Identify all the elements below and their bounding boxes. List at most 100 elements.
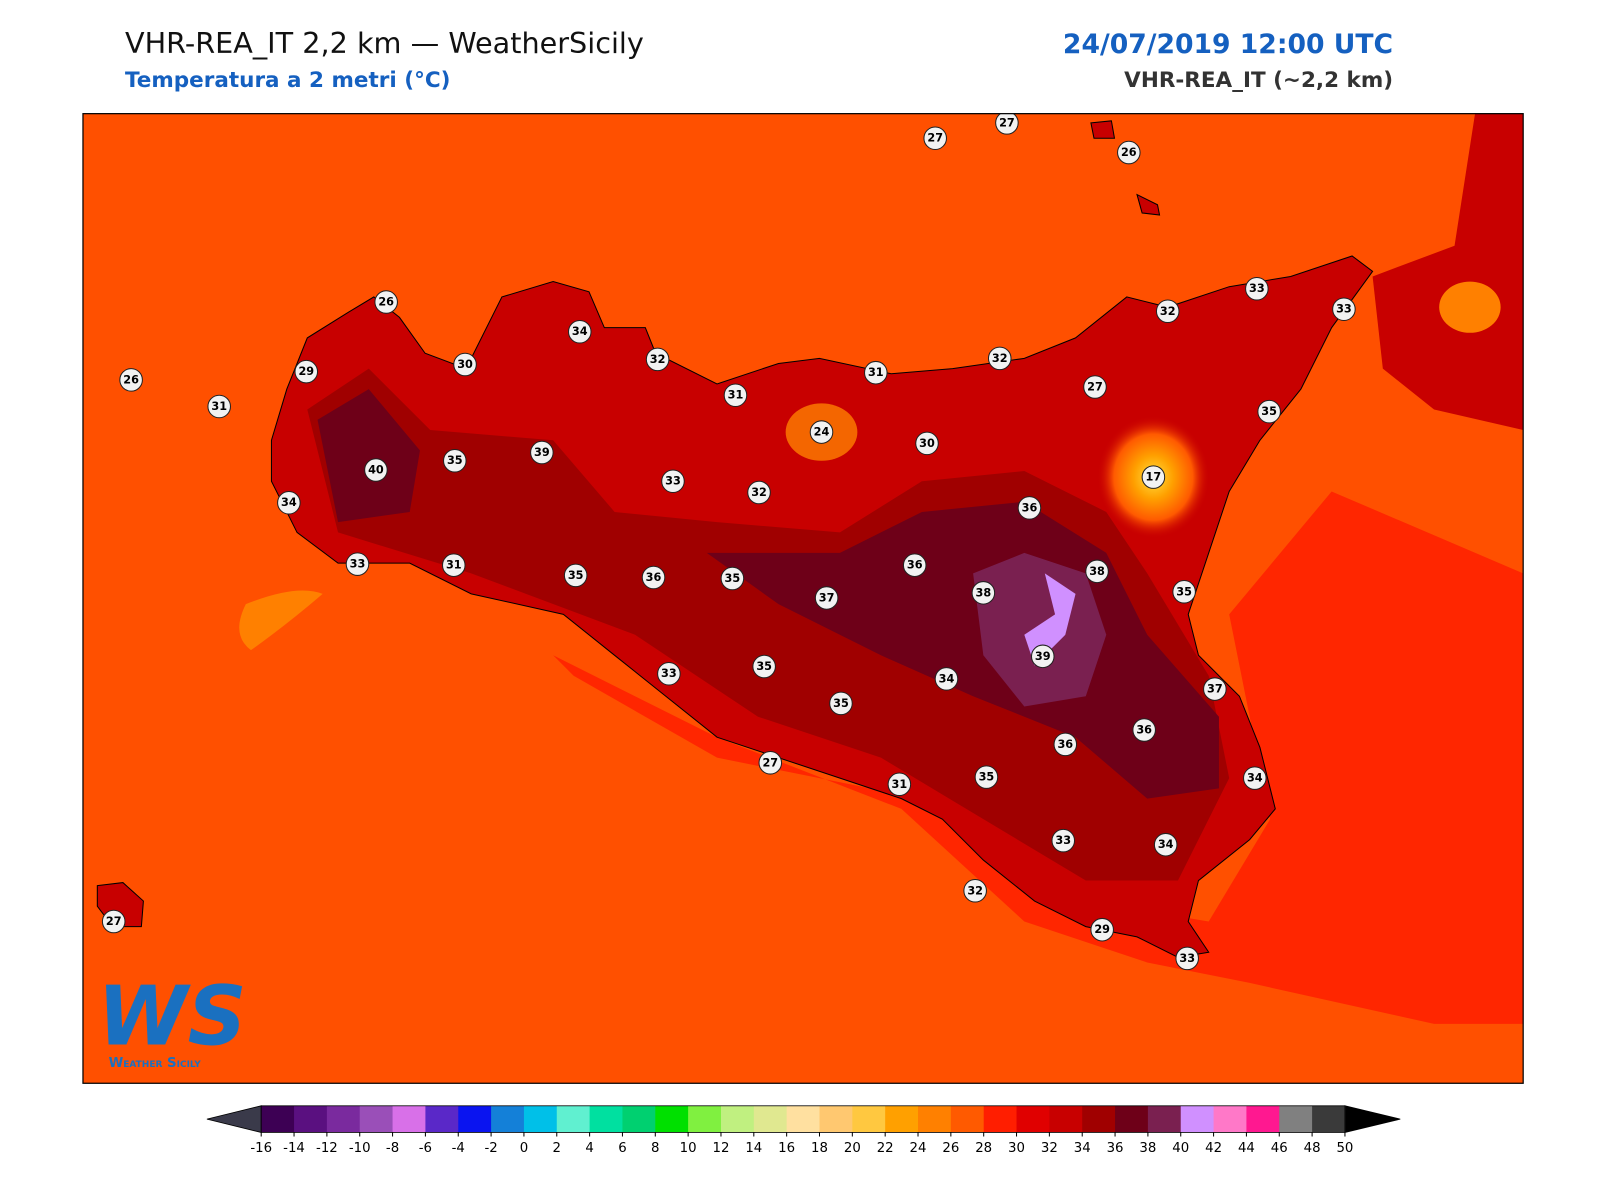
station-value: 31: [446, 559, 462, 572]
colorbar-swatch: [392, 1105, 426, 1133]
station-marker: [563, 563, 588, 588]
station: 32: [987, 346, 1012, 371]
colorbar: -16 -14 -12 -10 -8 -6 -4 -2 0 2 4 6 8 10 12 14 16 18 20 22 2…: [206, 1105, 1401, 1156]
station: 36: [1132, 718, 1156, 742]
warm-sea: [553, 491, 1524, 1024]
station-marker: [752, 654, 776, 679]
station-value: 36: [1057, 738, 1073, 751]
station-marker: [277, 490, 301, 515]
peak-zone: [1024, 573, 1076, 666]
station-marker: [1053, 732, 1078, 757]
station: 36: [902, 553, 927, 577]
colorbar-tick-label: 38: [1139, 1141, 1156, 1156]
station-value: 35: [756, 660, 772, 673]
colorbar-swatch: [261, 1105, 295, 1133]
station-value: 34: [1158, 838, 1174, 851]
calabria: [1372, 113, 1524, 431]
station: 27: [101, 909, 126, 934]
colorbar-swatch: [1082, 1105, 1116, 1133]
colorbar-swatch: [753, 1105, 788, 1133]
colorbar-tick-label: 44: [1238, 1141, 1255, 1156]
station-value: 39: [1035, 650, 1051, 663]
station-value: 33: [1055, 834, 1071, 847]
colorbar-swatch: [885, 1105, 919, 1133]
station-marker: [1332, 297, 1356, 321]
station-value: 37: [819, 591, 835, 604]
colorbar-swatch: [819, 1105, 853, 1133]
colorbar-swatch: [983, 1105, 1018, 1133]
colorbar-tick-label: -4: [452, 1141, 465, 1156]
station: 33: [1051, 828, 1076, 853]
station-value: 31: [211, 400, 227, 413]
station-marker: [923, 126, 947, 150]
station-marker: [441, 553, 466, 577]
station-marker: [747, 480, 771, 505]
station: 31: [864, 360, 888, 385]
station-marker: [657, 661, 681, 686]
colorbar-tick-label: 42: [1205, 1141, 1222, 1156]
station-value: 33: [1179, 952, 1195, 965]
colorbar-swatch: [688, 1105, 722, 1133]
station: 35: [829, 691, 853, 716]
station: 33: [661, 469, 685, 494]
station-value: 34: [939, 672, 955, 685]
colorbar-swatch: [1049, 1105, 1083, 1133]
station-value: 33: [1336, 303, 1352, 316]
station: 30: [915, 431, 939, 456]
station-marker: [829, 691, 853, 716]
colorbar-swatch: [589, 1105, 623, 1133]
colorbar-tick-label: 28: [975, 1141, 992, 1156]
station: 39: [530, 440, 554, 465]
colorbar-tick-label: 22: [877, 1141, 894, 1156]
station: 31: [441, 553, 466, 577]
station-value: 35: [1261, 405, 1277, 418]
station-value: 36: [1136, 724, 1152, 737]
station-value: 34: [572, 325, 588, 338]
station-marker: [645, 347, 670, 372]
station: 29: [294, 359, 319, 384]
station-value: 31: [728, 389, 744, 402]
colorbar-swatch: [326, 1105, 361, 1133]
colorbar-tick-label: -10: [349, 1141, 371, 1156]
station: 36: [1017, 496, 1042, 520]
colorbar-tick-label: 18: [811, 1141, 828, 1156]
colorbar-over: [1344, 1105, 1401, 1133]
colorbar-tick-label: 26: [942, 1141, 959, 1156]
station-value: 27: [762, 756, 778, 769]
station-value: 36: [646, 571, 662, 584]
station-marker: [1243, 766, 1267, 790]
station-marker: [374, 290, 398, 314]
station: 34: [934, 667, 959, 691]
station-value: 31: [892, 778, 908, 791]
station: 35: [974, 765, 999, 789]
station: 32: [645, 347, 670, 372]
station-value: 26: [378, 296, 394, 309]
map: 27 27 26 26 29 26 31 30 34 32 31 31 32 33 32 33 27 35 24 30…: [82, 113, 1524, 1084]
colorbar-swatch: [720, 1105, 755, 1133]
stations: 27 27 26 26 29 26 31 30 34 32 31 31 32 33 32 33 27 35 24 30…: [101, 113, 1356, 971]
colorbar-swatch: [655, 1105, 689, 1133]
colorbar-tick-label: 34: [1074, 1141, 1091, 1156]
station: 26: [374, 290, 398, 314]
colorbar-tick-label: 12: [713, 1141, 730, 1156]
station: 31: [207, 394, 231, 419]
station: 35: [720, 566, 745, 591]
station-marker: [1257, 399, 1281, 424]
station: 35: [1172, 580, 1196, 604]
station-marker: [345, 552, 370, 576]
colorbar-swatch: [1016, 1105, 1050, 1133]
station-marker: [723, 383, 748, 407]
station-value: 34: [1247, 772, 1263, 785]
title: VHR-REA_IT 2,2 km — WeatherSicily: [125, 26, 644, 60]
station: 39: [1030, 644, 1055, 669]
station-marker: [995, 113, 1019, 135]
station: 27: [758, 751, 783, 775]
station: 32: [747, 480, 771, 505]
station-marker: [1172, 580, 1196, 604]
station-marker: [887, 772, 912, 797]
station: 24: [809, 420, 834, 444]
station-value: 35: [568, 569, 584, 582]
station-value: 24: [814, 426, 830, 439]
station-value: 38: [1089, 565, 1105, 578]
